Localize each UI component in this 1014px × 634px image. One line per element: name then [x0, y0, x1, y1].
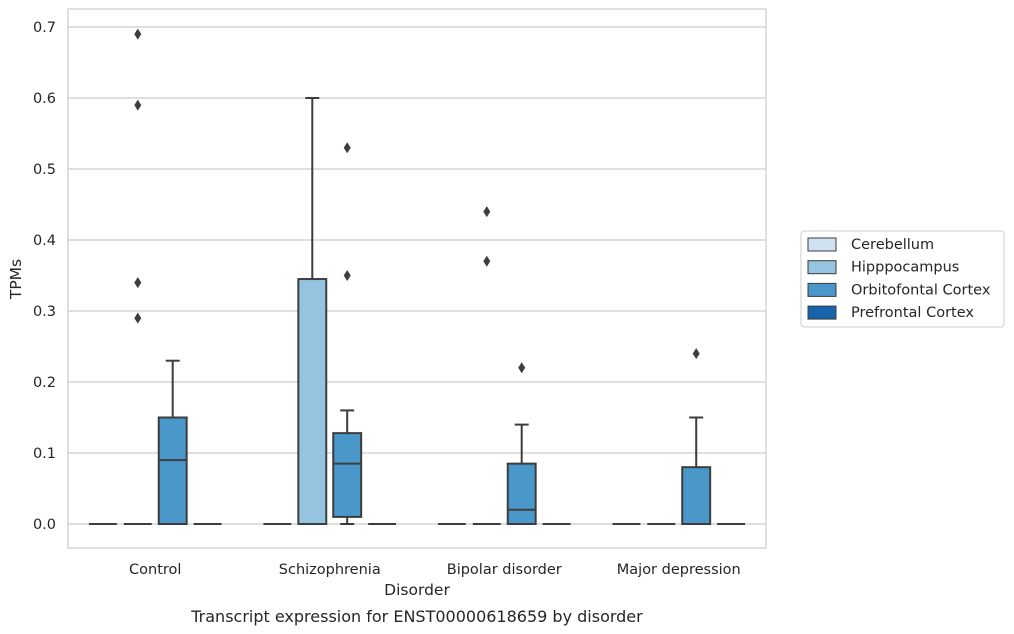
y-tick-label: 0.4: [33, 233, 56, 249]
legend-swatch: [807, 237, 837, 252]
outlier-point: [483, 206, 491, 218]
outlier-point: [134, 277, 142, 289]
legend-frame: [800, 230, 1005, 328]
y-tick-label: 0.1: [33, 446, 56, 462]
y-tick-label: 0.6: [33, 91, 56, 107]
legend-swatch: [807, 282, 837, 297]
box-layer: [88, 28, 746, 526]
y-tick-label: 0.3: [33, 304, 56, 320]
legend-label: Orbitofontal Cortex: [851, 282, 991, 298]
chart-caption: Transcript expression for ENST0000061865…: [190, 607, 643, 626]
outlier-point: [343, 270, 351, 281]
outlier-point: [134, 312, 142, 324]
x-tick-label: Bipolar disorder: [447, 562, 562, 578]
outlier-point: [518, 362, 526, 374]
outlier-point: [134, 28, 142, 40]
box: [681, 466, 712, 526]
x-tick-label: Control: [129, 562, 181, 578]
x-tick-label: Major depression: [617, 562, 741, 578]
y-axis-label: TPMs: [7, 259, 25, 300]
legend-label: Cerebellum: [851, 237, 934, 253]
legend-label: Prefrontal Cortex: [851, 305, 974, 321]
y-tick-label: 0.2: [33, 375, 56, 391]
outlier-point: [483, 255, 491, 267]
y-tick-label: 0.5: [33, 162, 56, 178]
plot-frame: [67, 8, 767, 549]
x-axis-label: Disorder: [384, 581, 450, 599]
tick-layer: 0.0 0.1 0.2 0.3 0.4 0.5 0.6 0.7 Control Schizophr…: [33, 20, 741, 578]
legend: Cerebellum Hipppocampus Orbitofontal Corte…: [800, 230, 1005, 328]
outlier-point: [692, 348, 700, 360]
legend-swatch: [807, 305, 837, 320]
legend-label: Hipppocampus: [851, 260, 959, 276]
outlier-point: [134, 99, 142, 111]
outlier-point: [343, 142, 351, 154]
y-tick-label: 0.0: [33, 517, 56, 533]
box: [332, 432, 363, 518]
box: [297, 278, 328, 525]
box: [506, 462, 537, 525]
box: [157, 416, 188, 525]
x-tick-label: Schizophrenia: [279, 562, 381, 578]
legend-swatch: [807, 260, 837, 275]
y-tick-label: 0.7: [33, 20, 56, 36]
